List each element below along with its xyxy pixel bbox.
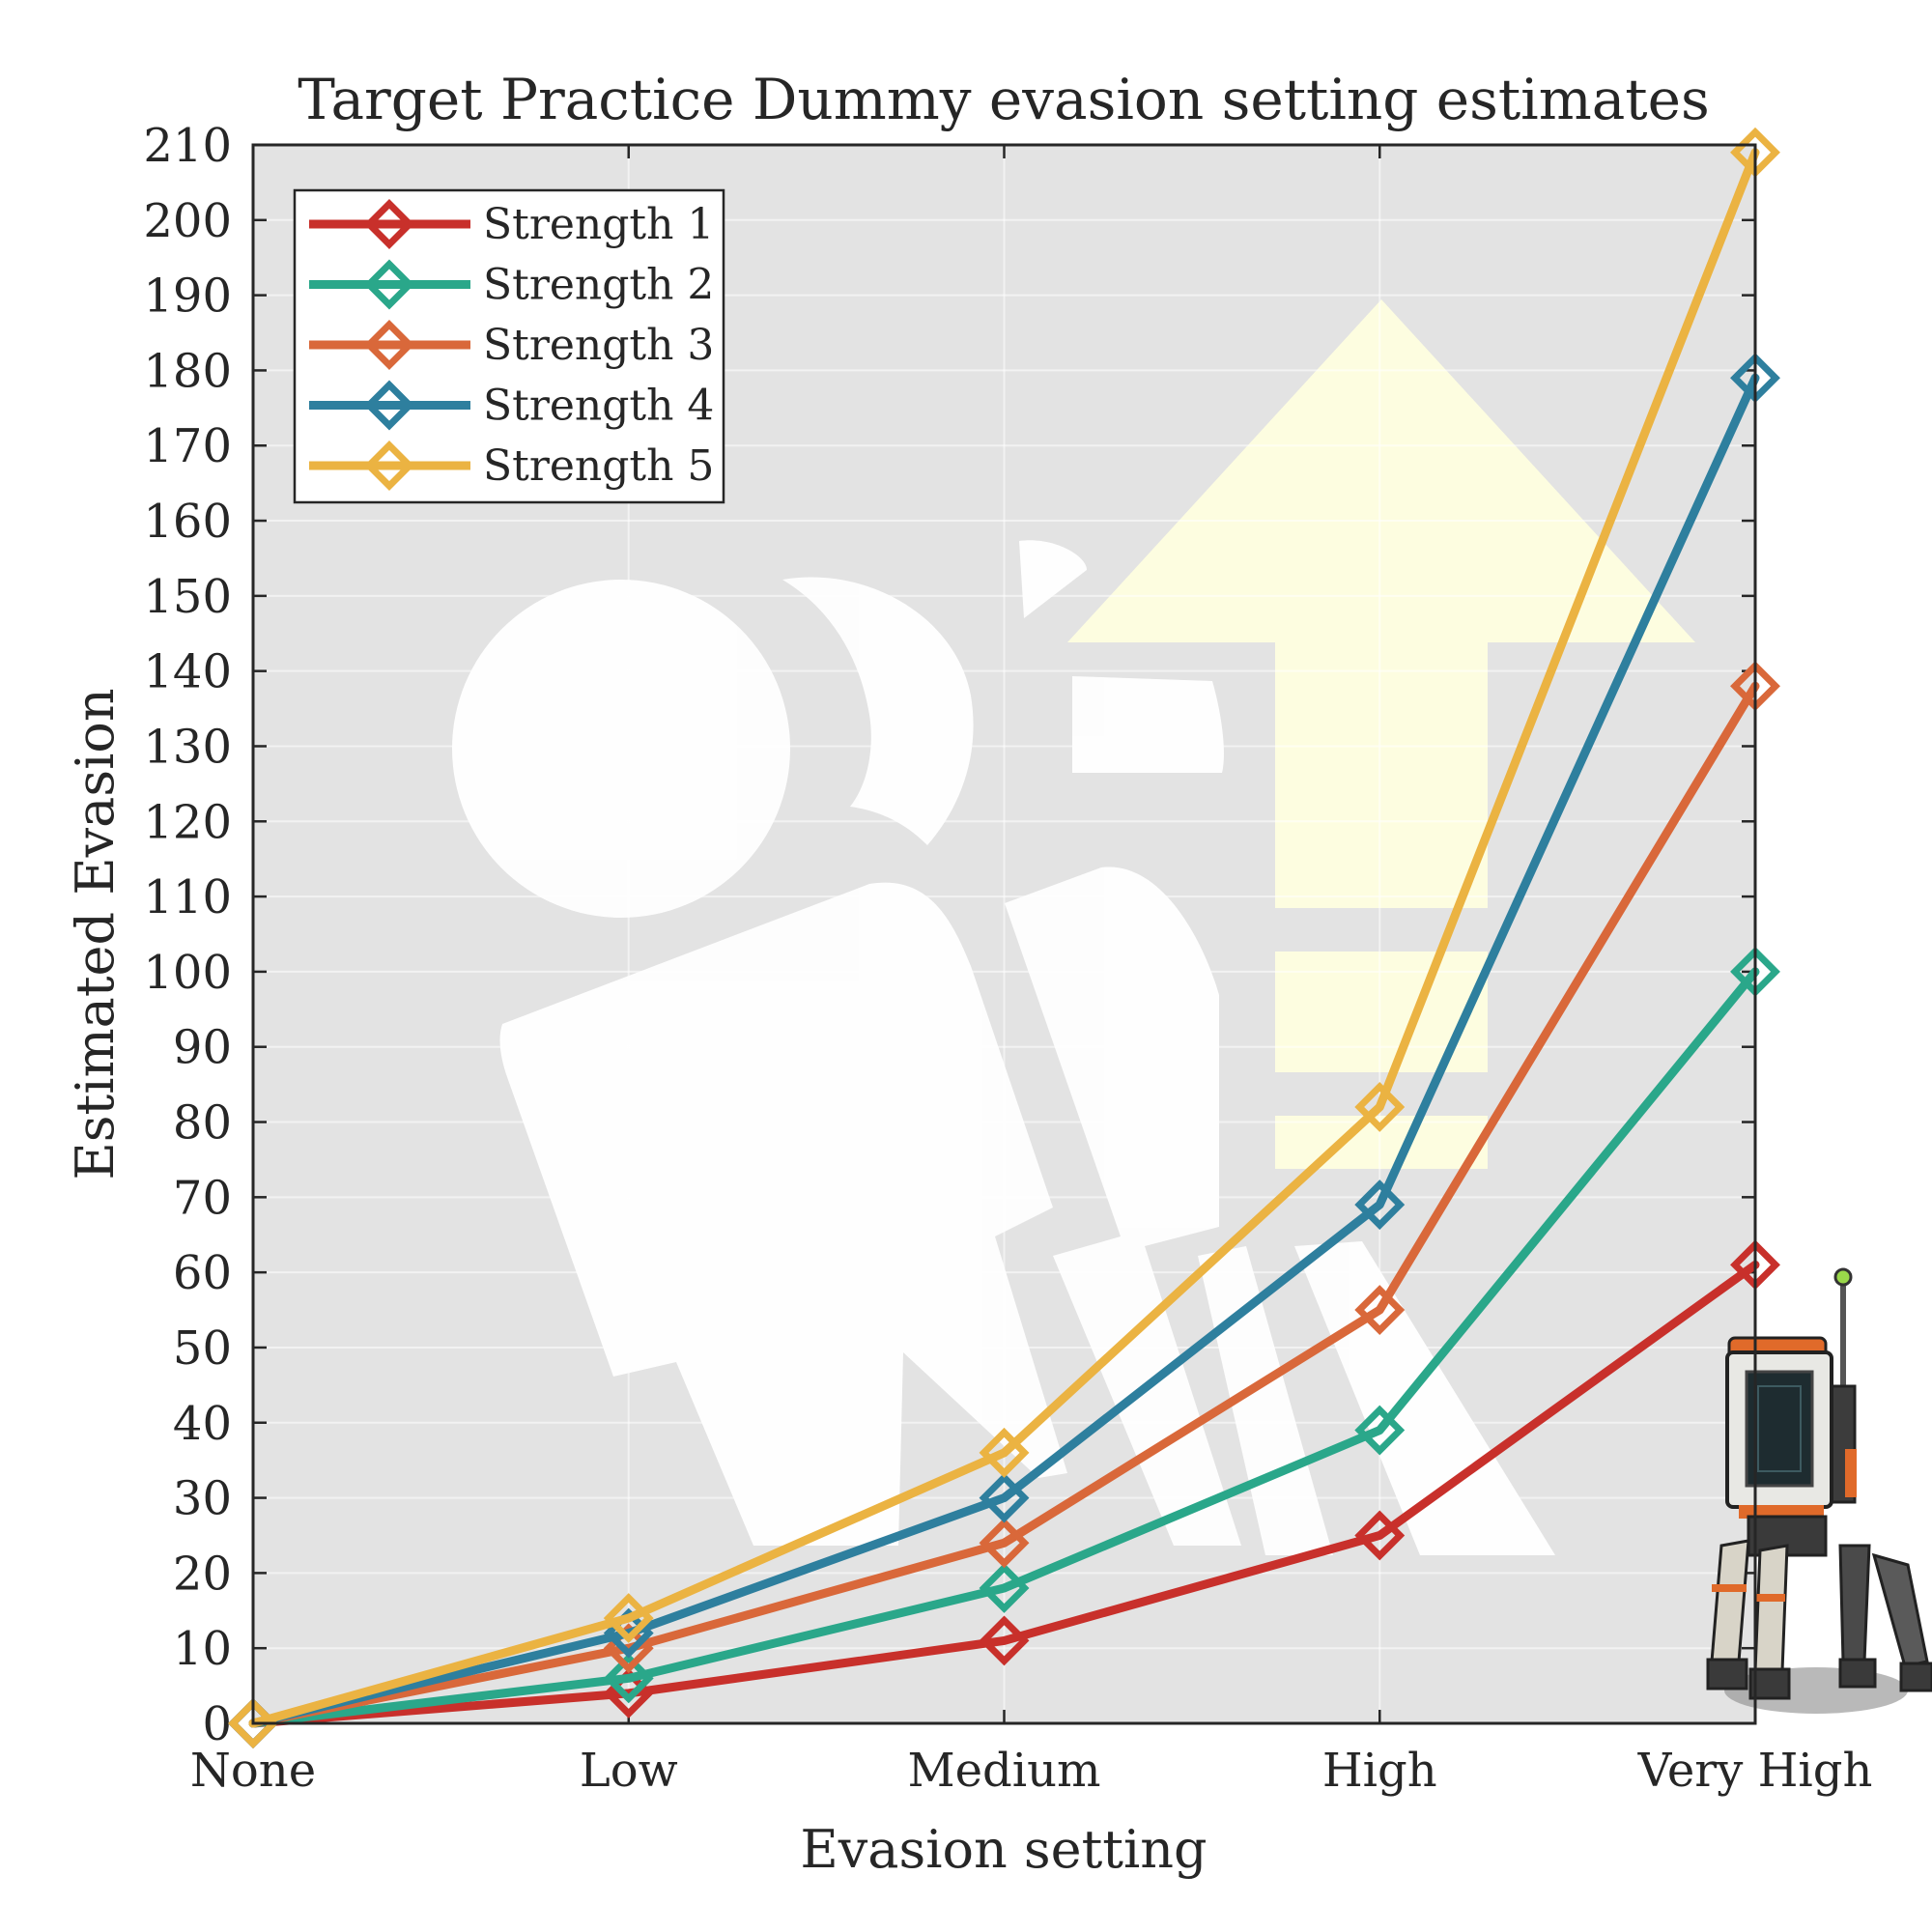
y-tick-label: 10	[173, 1622, 232, 1676]
legend-label: Strength 5	[483, 441, 714, 491]
data-point-marker	[228, 1698, 278, 1748]
y-tick-label: 210	[143, 119, 232, 173]
legend-label: Strength 2	[483, 261, 714, 310]
legend-item: Strength 4	[309, 380, 714, 431]
y-tick-label: 0	[202, 1697, 232, 1751]
y-tick-label: 150	[143, 570, 232, 624]
data-point-marker	[979, 1518, 1030, 1569]
y-tick-label: 170	[143, 419, 232, 473]
y-tick-label: 140	[143, 645, 232, 699]
data-point-marker	[1354, 1510, 1406, 1561]
axes: 0 10 20 30 40 50 60 70 80 90 100 110 120 130 140 150 160…	[143, 119, 1872, 1798]
legend-swatch-marker	[364, 320, 414, 370]
y-tick-label: 110	[143, 870, 232, 924]
y-tick-label: 90	[173, 1021, 232, 1075]
y-tick-label: 60	[173, 1246, 232, 1300]
legend-label: Strength 4	[483, 382, 714, 431]
y-tick-label: 80	[173, 1096, 232, 1151]
y-tick-label: 130	[143, 720, 232, 774]
series-line	[248, 1260, 1760, 1728]
legend-item: Strength 5	[309, 440, 714, 491]
data-point-marker	[1354, 1082, 1406, 1132]
legend-swatch-marker	[364, 380, 414, 431]
series-line	[248, 681, 1760, 1728]
legend-item: Strength 2	[309, 259, 714, 310]
legend-item: Strength 3	[309, 320, 714, 370]
legend-swatch-marker	[364, 440, 414, 491]
data-point-marker	[979, 1562, 1030, 1613]
legend-items: Strength 1 Strength 2 Strength 3 Strength 4…	[309, 199, 714, 491]
x-tick-label: None	[190, 1744, 316, 1798]
data-point-marker	[1354, 1179, 1406, 1231]
y-tick-label: 70	[173, 1171, 232, 1225]
y-tick-label: 20	[173, 1547, 232, 1601]
legend: Strength 1 Strength 2 Strength 3 Strength 4…	[293, 188, 725, 504]
data-point-marker	[979, 1615, 1030, 1666]
x-tick-label: High	[1322, 1744, 1437, 1798]
series-line	[248, 148, 1760, 1728]
x-tick-label: Low	[580, 1744, 678, 1798]
data-point-marker	[603, 1593, 654, 1644]
y-tick-label: 190	[143, 270, 232, 324]
y-tick-label: 120	[143, 795, 232, 849]
series-lines	[228, 127, 1780, 1748]
watermark-people-icon	[452, 540, 1555, 1555]
y-tick-label: 200	[143, 194, 232, 248]
y-tick-label: 180	[143, 344, 232, 398]
series-line	[248, 967, 1760, 1728]
legend-item: Strength 1	[309, 199, 714, 249]
legend-swatch-marker	[364, 199, 414, 249]
data-point-marker	[979, 1472, 1030, 1523]
x-tick-label: Medium	[907, 1744, 1100, 1798]
y-axis-label: Estimated Evasion	[65, 688, 126, 1179]
plot-frame	[251, 143, 1757, 1725]
x-axis-label: Evasion setting	[800, 1819, 1207, 1880]
target-dummy-robot-image	[1706, 1267, 1932, 1714]
y-tick-label: 50	[173, 1321, 232, 1376]
legend-label: Strength 3	[483, 321, 714, 370]
y-tick-label: 160	[143, 495, 232, 549]
chart-title: Target Practice Dummy evasion setting es…	[298, 67, 1709, 132]
x-tick-label: Very High	[1637, 1744, 1873, 1798]
data-point-marker	[1354, 1285, 1406, 1335]
y-tick-label: 30	[173, 1472, 232, 1526]
y-tick-label: 100	[143, 946, 232, 1000]
legend-label: Strength 1	[483, 200, 714, 249]
data-point-marker	[1354, 1405, 1406, 1456]
data-point-marker	[603, 1653, 654, 1704]
legend-swatch-marker	[364, 259, 414, 310]
y-tick-label: 40	[173, 1397, 232, 1451]
series-line	[248, 373, 1760, 1728]
data-point-marker	[979, 1427, 1030, 1478]
